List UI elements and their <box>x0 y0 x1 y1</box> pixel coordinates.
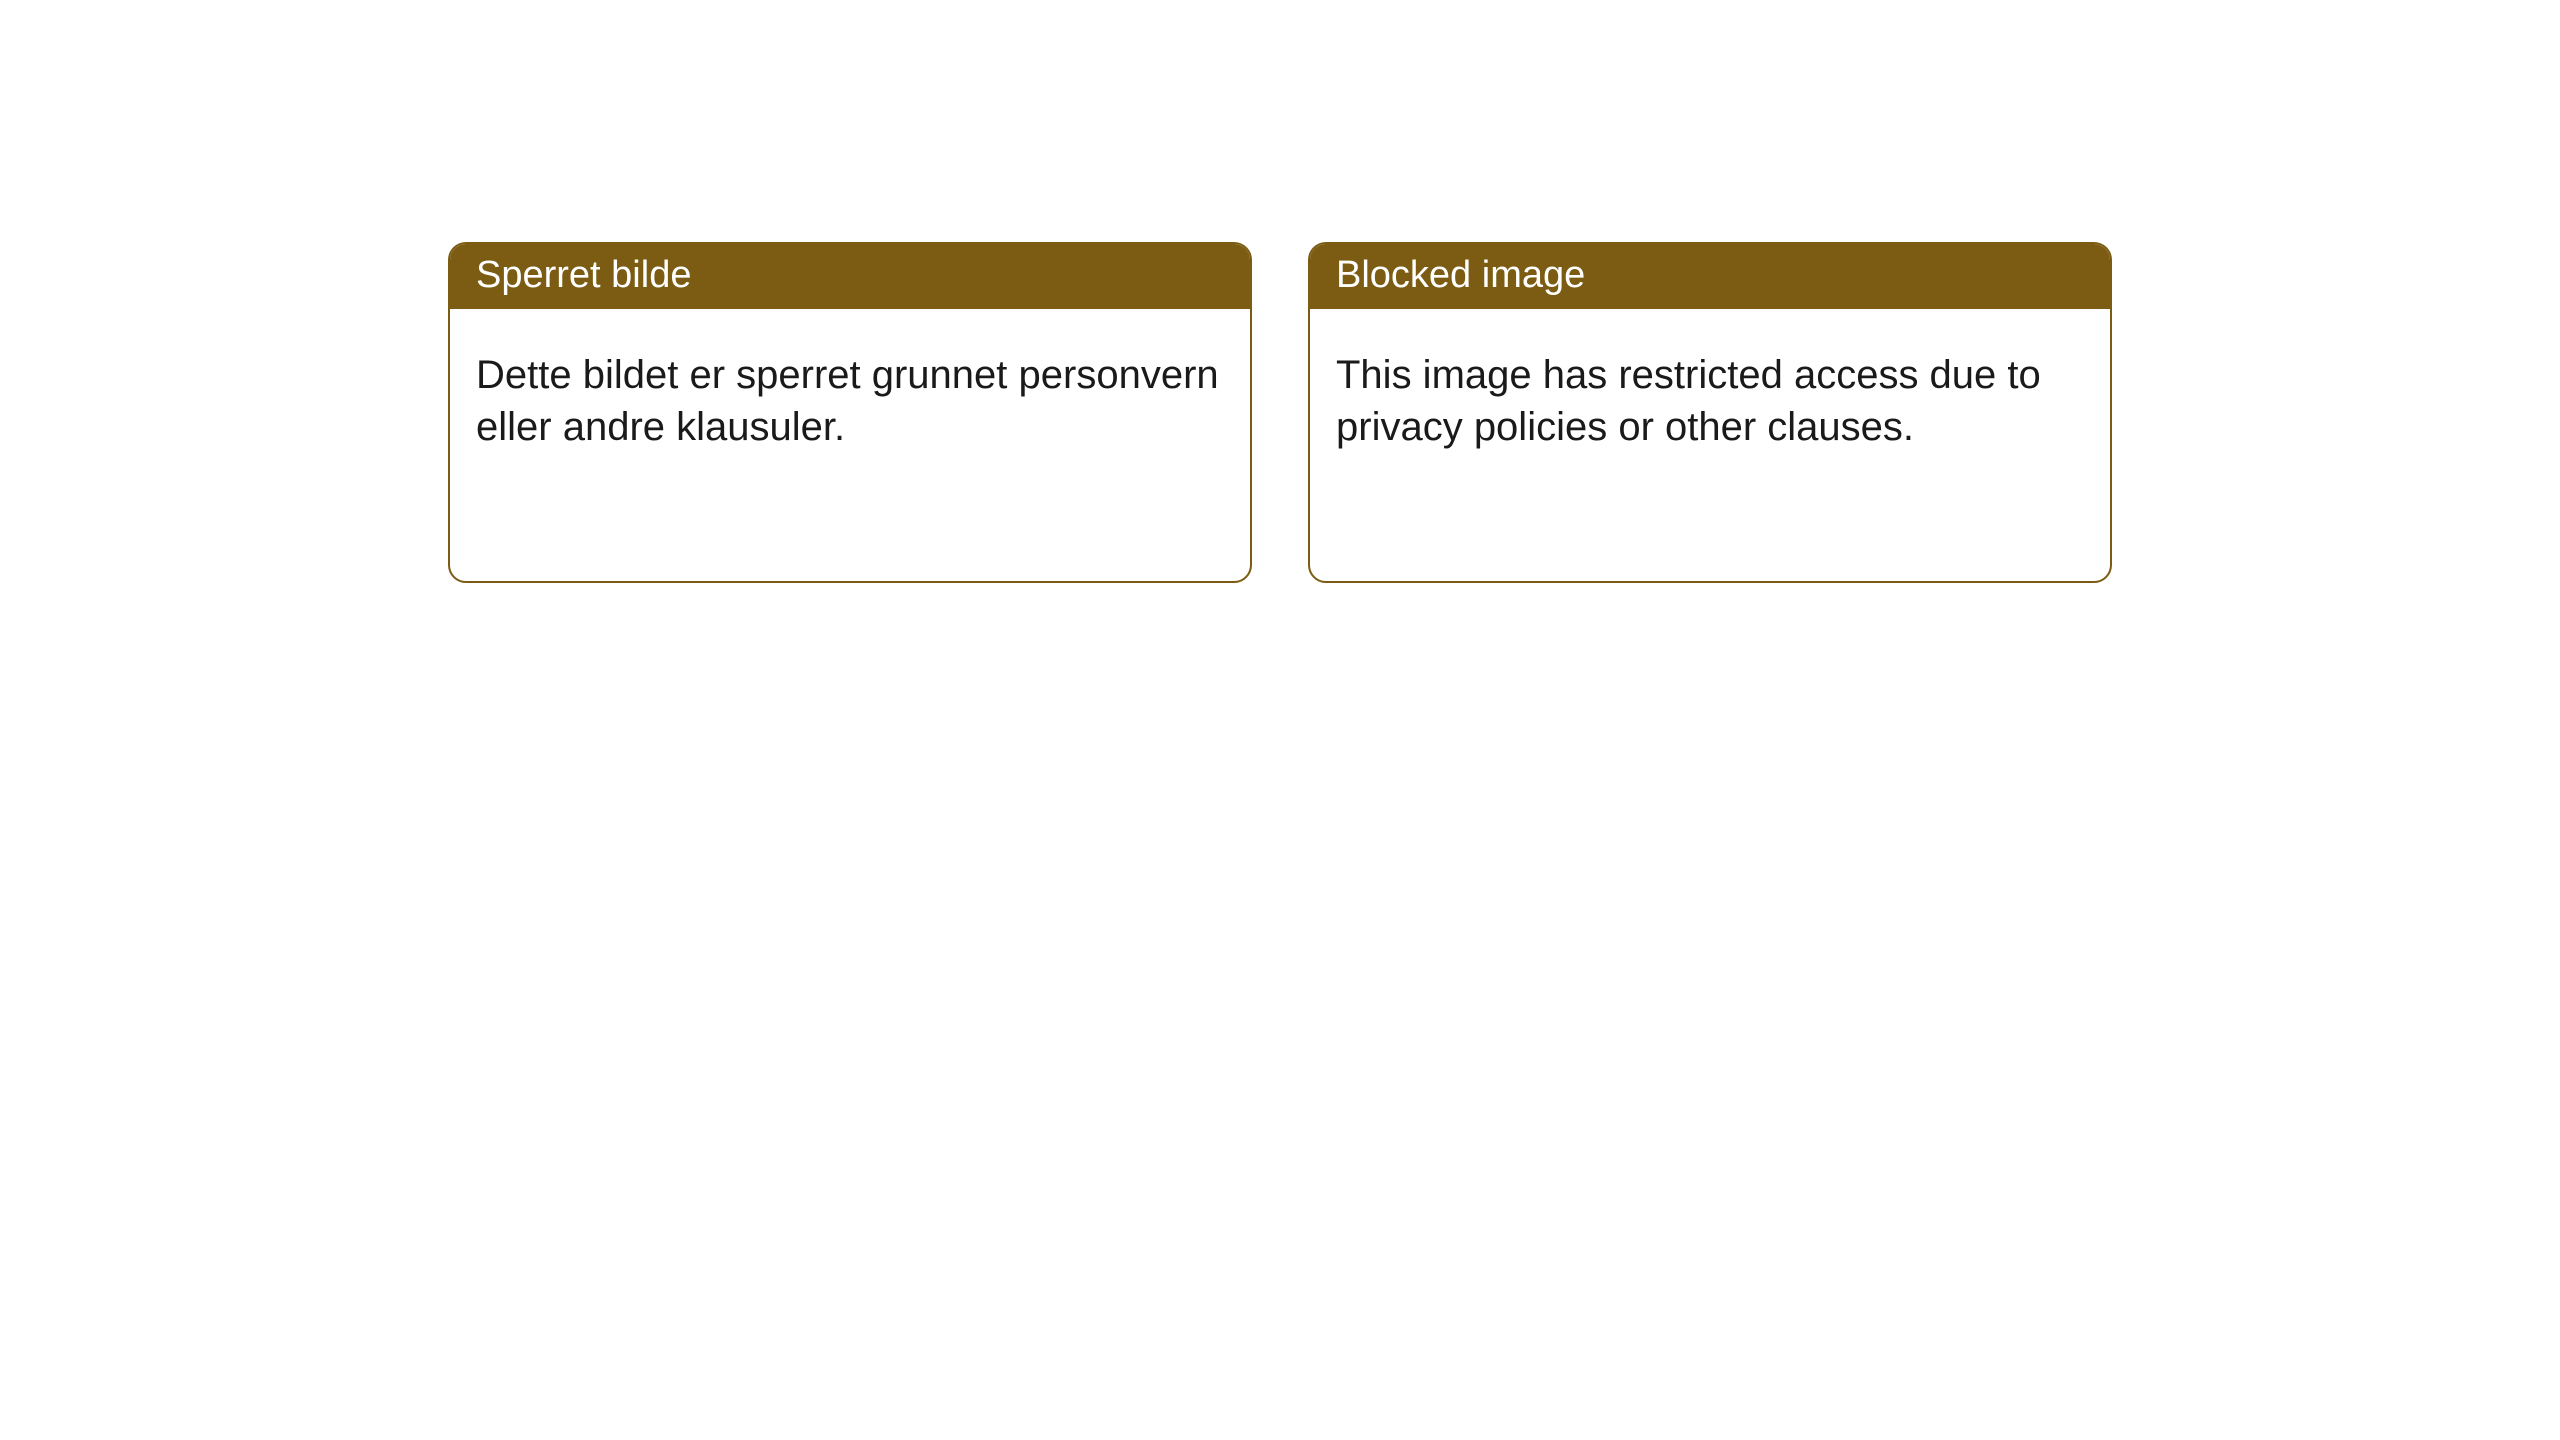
card-body-english: This image has restricted access due to … <box>1310 309 2110 581</box>
card-english: Blocked image This image has restricted … <box>1308 242 2112 583</box>
card-header-english: Blocked image <box>1310 244 2110 309</box>
card-norwegian: Sperret bilde Dette bildet er sperret gr… <box>448 242 1252 583</box>
card-body-norwegian: Dette bildet er sperret grunnet personve… <box>450 309 1250 581</box>
cards-container: Sperret bilde Dette bildet er sperret gr… <box>448 242 2560 583</box>
card-header-norwegian: Sperret bilde <box>450 244 1250 309</box>
